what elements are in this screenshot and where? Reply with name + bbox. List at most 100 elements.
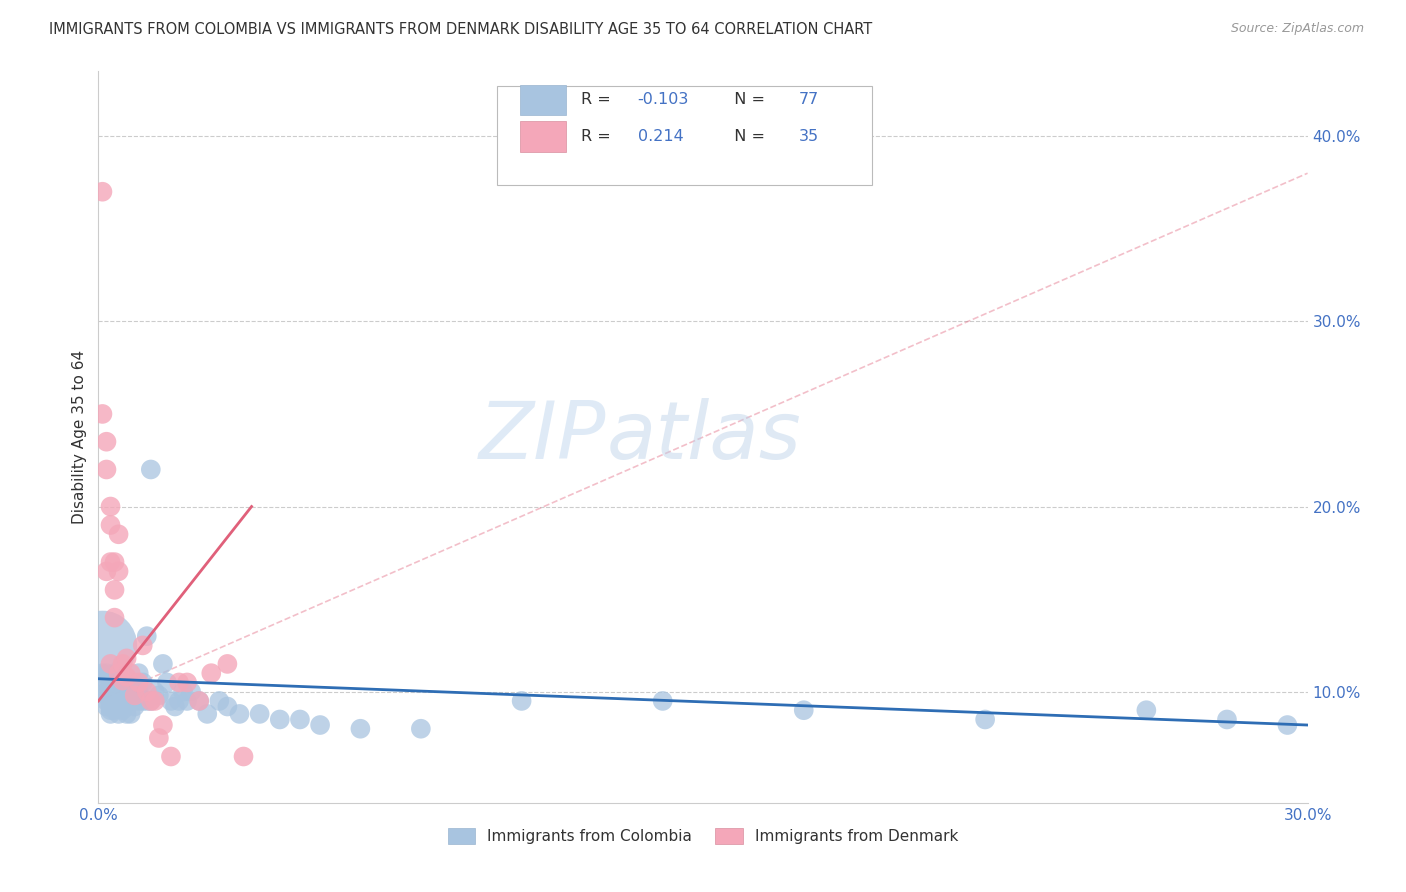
Point <box>103 675 125 690</box>
Point <box>96 434 118 449</box>
Point <box>111 694 134 708</box>
Point <box>91 675 114 690</box>
Point <box>200 666 222 681</box>
Point <box>135 629 157 643</box>
Point <box>96 689 118 703</box>
Point <box>139 694 162 708</box>
Point <box>100 500 122 514</box>
Point <box>100 689 122 703</box>
Point <box>152 657 174 671</box>
Point <box>100 684 122 698</box>
Point <box>100 706 122 721</box>
Point <box>115 684 138 698</box>
Point <box>96 675 118 690</box>
Point <box>115 670 138 684</box>
Point <box>91 639 114 653</box>
Legend: Immigrants from Colombia, Immigrants from Denmark: Immigrants from Colombia, Immigrants fro… <box>441 822 965 850</box>
Point <box>91 185 114 199</box>
Point <box>156 675 179 690</box>
Point <box>208 694 231 708</box>
Point <box>115 706 138 721</box>
Point <box>139 462 162 476</box>
Point <box>217 699 239 714</box>
Point <box>115 651 138 665</box>
Point <box>103 610 125 624</box>
Point <box>176 675 198 690</box>
Point <box>100 657 122 671</box>
Point <box>120 666 142 681</box>
Point <box>135 684 157 698</box>
Point <box>96 684 118 698</box>
Text: -0.103: -0.103 <box>638 93 689 107</box>
Point <box>510 694 533 708</box>
Point <box>793 703 815 717</box>
Point <box>974 713 997 727</box>
Point <box>1216 713 1239 727</box>
Point <box>120 694 142 708</box>
Point <box>103 699 125 714</box>
Point <box>349 722 371 736</box>
Point <box>269 713 291 727</box>
Text: IMMIGRANTS FROM COLOMBIA VS IMMIGRANTS FROM DENMARK DISABILITY AGE 35 TO 64 CORR: IMMIGRANTS FROM COLOMBIA VS IMMIGRANTS F… <box>49 22 873 37</box>
Point <box>228 706 250 721</box>
Point <box>107 527 129 541</box>
Point <box>309 718 332 732</box>
Point <box>132 639 155 653</box>
Point <box>107 689 129 703</box>
Point <box>111 689 134 703</box>
Point <box>103 555 125 569</box>
Point <box>232 749 254 764</box>
Point <box>132 675 155 690</box>
Point <box>96 666 118 681</box>
Point <box>91 666 114 681</box>
Point <box>651 694 673 708</box>
Point <box>111 657 134 671</box>
Text: ZIP: ZIP <box>479 398 606 476</box>
Point <box>172 684 194 698</box>
Point <box>100 555 122 569</box>
FancyBboxPatch shape <box>498 86 872 185</box>
Text: 77: 77 <box>799 93 818 107</box>
Text: R =: R = <box>581 129 621 144</box>
Point <box>1277 718 1299 732</box>
FancyBboxPatch shape <box>520 85 567 115</box>
Point <box>128 675 150 690</box>
Point <box>103 703 125 717</box>
Point <box>124 684 146 698</box>
Point <box>103 666 125 681</box>
Text: Source: ZipAtlas.com: Source: ZipAtlas.com <box>1230 22 1364 36</box>
Point <box>100 675 122 690</box>
Point <box>143 694 166 708</box>
Point <box>107 684 129 698</box>
Point <box>1135 703 1157 717</box>
Point <box>96 565 118 579</box>
Point <box>167 675 190 690</box>
Point <box>115 689 138 703</box>
Point <box>288 713 311 727</box>
Point <box>103 694 125 708</box>
Text: R =: R = <box>581 93 616 107</box>
Point <box>139 694 162 708</box>
Y-axis label: Disability Age 35 to 64: Disability Age 35 to 64 <box>72 350 87 524</box>
Point <box>111 673 134 688</box>
Point <box>107 675 129 690</box>
FancyBboxPatch shape <box>520 121 567 152</box>
Text: N =: N = <box>724 93 769 107</box>
Point <box>103 684 125 698</box>
Point <box>163 699 186 714</box>
Point <box>135 694 157 708</box>
Point <box>96 462 118 476</box>
Text: atlas: atlas <box>606 398 801 476</box>
Point <box>188 694 211 708</box>
Point <box>188 694 211 708</box>
Point <box>124 689 146 703</box>
Point <box>100 694 122 708</box>
Point <box>103 582 125 597</box>
Point <box>107 565 129 579</box>
Point <box>132 694 155 708</box>
Point <box>107 706 129 721</box>
Point <box>107 694 129 708</box>
Point <box>111 684 134 698</box>
Text: 35: 35 <box>799 129 818 144</box>
Point <box>100 518 122 533</box>
